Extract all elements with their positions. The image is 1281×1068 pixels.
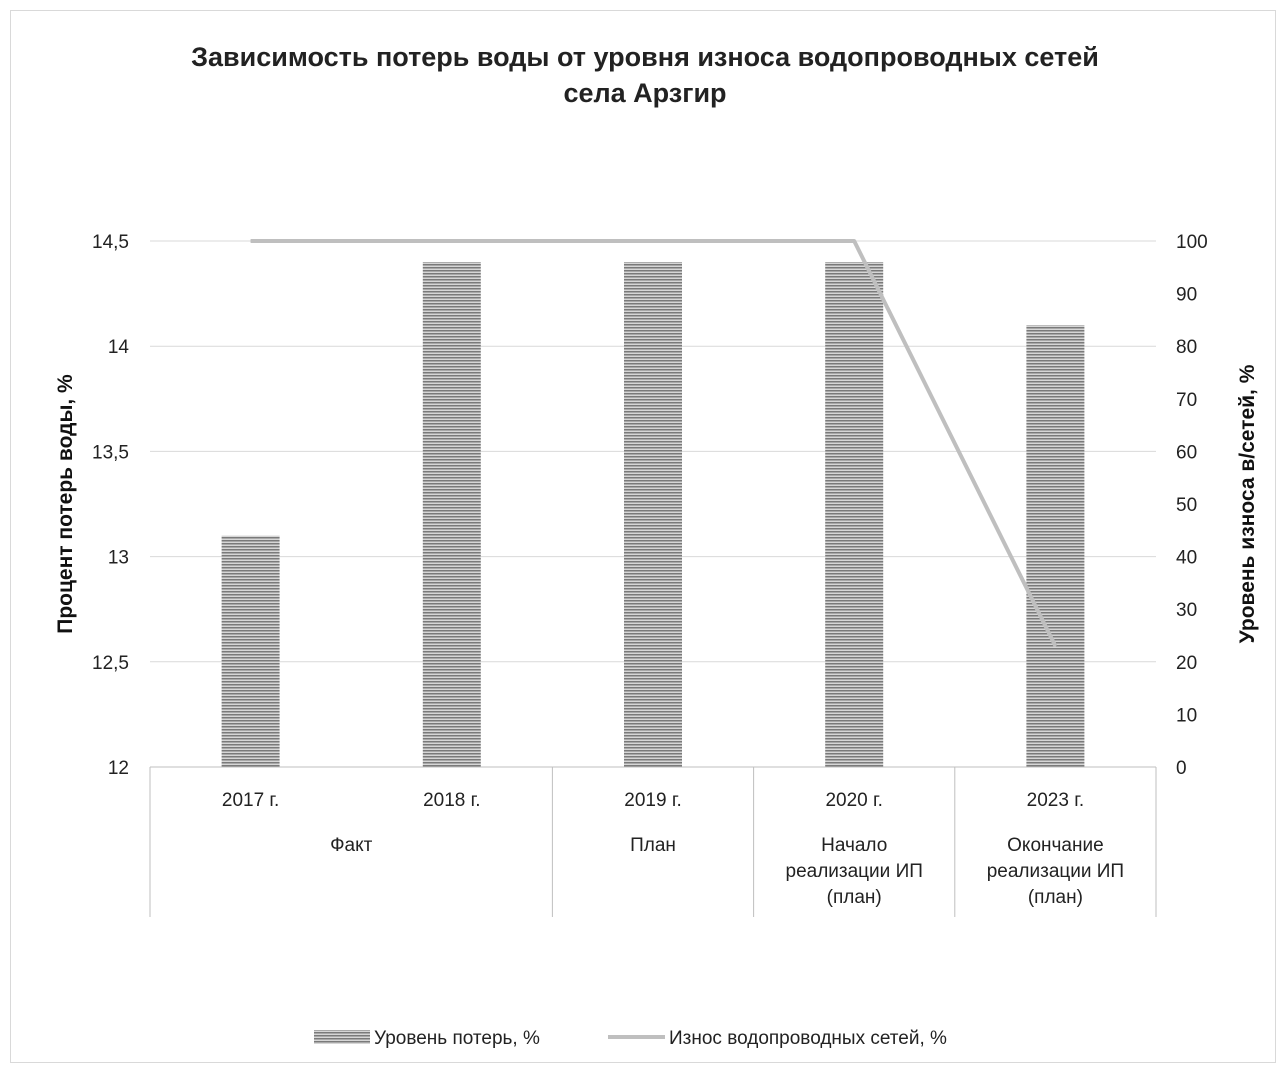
legend-label-line: Износ водопроводных сетей, % xyxy=(669,1028,947,1049)
y2-tick-label: 50 xyxy=(1176,495,1197,516)
bar xyxy=(221,535,280,767)
x-tick-label: 2018 г. xyxy=(423,790,480,811)
bar xyxy=(422,262,481,767)
y2-tick-label: 40 xyxy=(1176,548,1197,569)
y-axis-left-ticks: 12 12,5 13 13,5 14 14,5 xyxy=(92,232,129,779)
y2-tick-label: 70 xyxy=(1176,390,1197,411)
x-tick-label: 2020 г. xyxy=(825,790,882,811)
y-tick-label: 13 xyxy=(108,548,129,569)
bar xyxy=(624,262,682,767)
legend-swatch-bar xyxy=(314,1030,370,1044)
y-tick-label: 13,5 xyxy=(92,442,129,463)
group-label: реализации ИП xyxy=(987,861,1124,882)
y2-tick-label: 30 xyxy=(1176,600,1197,621)
line-series xyxy=(250,239,1058,647)
legend: Уровень потерь, % Износ водопроводных се… xyxy=(314,1028,947,1049)
y-tick-label: 12 xyxy=(108,758,129,779)
y-tick-label: 14,5 xyxy=(92,232,129,253)
bar xyxy=(825,262,884,767)
line-point xyxy=(1054,645,1056,647)
y-tick-label: 14 xyxy=(108,337,130,358)
y-tick-label: 12,5 xyxy=(92,653,129,674)
y2-tick-label: 20 xyxy=(1176,653,1197,674)
group-label: (план) xyxy=(1028,887,1083,908)
y2-tick-label: 60 xyxy=(1176,442,1197,463)
y-axis-right-title: Уровень износа в/сетей, % xyxy=(1236,364,1259,643)
bar xyxy=(1026,325,1085,767)
line-point xyxy=(853,240,855,242)
x-tick-label: 2019 г. xyxy=(624,790,681,811)
line-point xyxy=(451,240,453,242)
y2-tick-label: 90 xyxy=(1176,285,1197,306)
y2-tick-label: 0 xyxy=(1176,758,1187,779)
x-axis: 2017 г. 2018 г. 2019 г. 2020 г. 2023 г. Факт П… xyxy=(149,766,1157,917)
bar-series xyxy=(221,262,1085,767)
chart-title: Зависимость потерь воды от уровня износа… xyxy=(191,42,1099,108)
x-tick-label: 2023 г. xyxy=(1027,790,1084,811)
chart-title-line: Зависимость потерь воды от уровня износа… xyxy=(191,42,1099,72)
group-label: Окончание xyxy=(1007,835,1104,856)
line-point xyxy=(250,240,252,242)
group-label: реализации ИП xyxy=(786,861,923,882)
chart-title-line: села Арзгир xyxy=(563,78,726,108)
line-point xyxy=(652,240,654,242)
group-label: Начало xyxy=(821,835,887,856)
group-label: Факт xyxy=(330,835,373,856)
legend-label-bar: Уровень потерь, % xyxy=(374,1028,540,1049)
y-axis-left-title: Процент потерь воды, % xyxy=(54,374,77,634)
group-label: План xyxy=(630,835,676,856)
y2-tick-label: 80 xyxy=(1176,337,1197,358)
y2-tick-label: 10 xyxy=(1176,705,1197,726)
x-tick-label: 2017 г. xyxy=(222,790,279,811)
group-label: (план) xyxy=(827,887,882,908)
y2-tick-label: 100 xyxy=(1176,232,1208,253)
y-axis-right-ticks: 0 10 20 30 40 50 60 70 80 90 100 xyxy=(1176,232,1208,779)
